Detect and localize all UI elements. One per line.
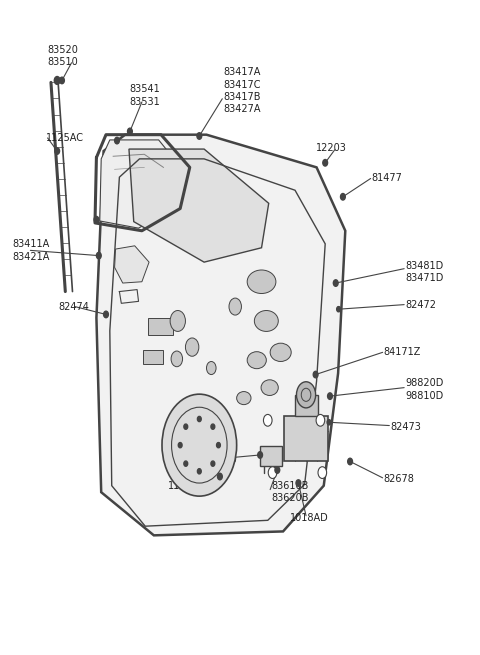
Circle shape xyxy=(197,133,202,140)
Circle shape xyxy=(297,382,316,408)
Circle shape xyxy=(340,193,345,200)
Circle shape xyxy=(316,415,324,426)
Circle shape xyxy=(96,252,101,259)
Circle shape xyxy=(197,469,201,474)
Bar xyxy=(260,447,282,466)
Text: 82474: 82474 xyxy=(58,301,89,312)
Circle shape xyxy=(211,424,215,429)
Circle shape xyxy=(313,371,318,378)
Circle shape xyxy=(217,474,222,480)
Text: 1018AD: 1018AD xyxy=(290,514,329,523)
Circle shape xyxy=(216,443,220,448)
Circle shape xyxy=(229,298,241,315)
Circle shape xyxy=(296,480,301,486)
Text: 82678: 82678 xyxy=(384,474,414,484)
Circle shape xyxy=(348,458,352,465)
Circle shape xyxy=(60,77,64,84)
Circle shape xyxy=(94,216,99,223)
Circle shape xyxy=(115,138,120,144)
Ellipse shape xyxy=(270,343,291,362)
Circle shape xyxy=(327,420,331,425)
Circle shape xyxy=(206,362,216,375)
Text: 83520
83510: 83520 83510 xyxy=(48,45,78,67)
Bar xyxy=(284,416,328,462)
Text: 12203: 12203 xyxy=(315,143,347,153)
Circle shape xyxy=(327,393,332,400)
Text: 81477: 81477 xyxy=(372,174,403,183)
Bar xyxy=(295,395,318,416)
Ellipse shape xyxy=(261,380,278,396)
Polygon shape xyxy=(115,246,149,283)
Circle shape xyxy=(55,148,60,155)
Text: 83417A
83417C
83417B
83427A: 83417A 83417C 83417B 83427A xyxy=(223,67,261,115)
Polygon shape xyxy=(96,135,345,535)
Circle shape xyxy=(104,311,108,318)
Bar xyxy=(144,350,163,364)
Text: 82473: 82473 xyxy=(391,422,421,432)
Circle shape xyxy=(211,461,215,466)
Circle shape xyxy=(275,467,280,474)
Polygon shape xyxy=(129,149,269,262)
Circle shape xyxy=(170,310,185,331)
Circle shape xyxy=(197,417,201,422)
Circle shape xyxy=(336,307,340,312)
Ellipse shape xyxy=(237,392,251,405)
Ellipse shape xyxy=(247,270,276,293)
Circle shape xyxy=(178,443,182,448)
Circle shape xyxy=(264,415,272,426)
Circle shape xyxy=(323,160,327,166)
Text: 83411A
83421A: 83411A 83421A xyxy=(12,239,50,261)
Circle shape xyxy=(184,424,188,429)
Circle shape xyxy=(128,128,132,135)
Text: 98820D
98810D: 98820D 98810D xyxy=(405,379,444,401)
Text: 1491AD: 1491AD xyxy=(199,455,238,464)
Ellipse shape xyxy=(247,352,266,369)
Circle shape xyxy=(268,467,277,479)
Bar xyxy=(148,318,173,335)
Text: 83481D
83471D: 83481D 83471D xyxy=(405,261,444,283)
Text: 82472: 82472 xyxy=(405,299,436,310)
Circle shape xyxy=(318,467,326,479)
Circle shape xyxy=(162,394,237,496)
Ellipse shape xyxy=(254,310,278,331)
Text: 83541
83531: 83541 83531 xyxy=(129,84,160,107)
Circle shape xyxy=(185,338,199,356)
Circle shape xyxy=(54,77,60,84)
Circle shape xyxy=(171,351,182,367)
Text: 83610B
83620B: 83610B 83620B xyxy=(271,481,309,504)
Circle shape xyxy=(333,280,338,286)
Text: 1140EJ: 1140EJ xyxy=(168,481,202,491)
Circle shape xyxy=(258,452,263,458)
Polygon shape xyxy=(100,140,183,228)
Circle shape xyxy=(184,461,188,466)
Text: 84171Z: 84171Z xyxy=(384,347,421,358)
Text: 1125AC: 1125AC xyxy=(46,133,84,143)
